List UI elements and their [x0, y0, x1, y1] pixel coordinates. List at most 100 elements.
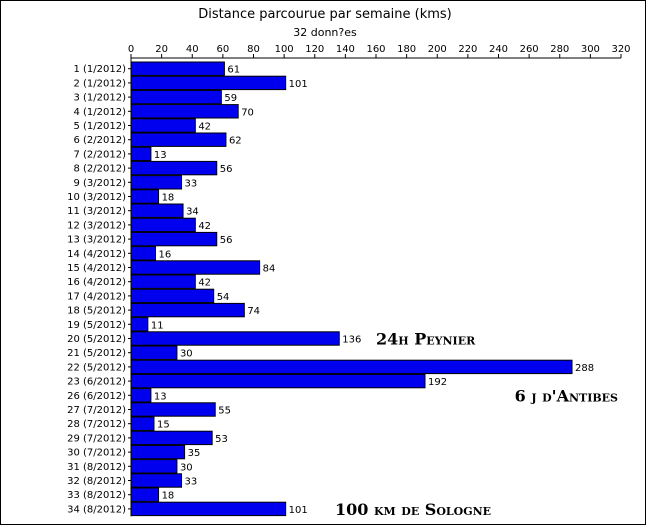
category-label: 18 (5/2012)	[67, 306, 126, 317]
bar	[130, 104, 239, 119]
value-label: 101	[289, 505, 308, 516]
category-label: 30 (7/2012)	[67, 448, 126, 459]
bar	[130, 487, 160, 502]
category-label: 14 (4/2012)	[67, 249, 126, 260]
value-label: 13	[154, 150, 167, 161]
value-label: 11	[151, 320, 164, 331]
bar	[130, 416, 155, 431]
value-label: 30	[180, 462, 193, 473]
bar	[130, 359, 573, 375]
value-label: 62	[229, 136, 242, 147]
value-label: 35	[188, 448, 201, 459]
category-label: 28 (7/2012)	[67, 419, 126, 430]
x-tick-label: 220	[458, 44, 477, 55]
category-label: 26 (6/2012)	[67, 391, 126, 402]
category-label: 29 (7/2012)	[67, 433, 126, 444]
category-label: 15 (4/2012)	[67, 263, 126, 274]
x-tick-label: 0	[128, 44, 134, 55]
value-labels: 61 101 59 70 42 62 13 56 33 18 34 42 56 16 84 42 54 74 11 1…	[151, 65, 594, 516]
value-label: 13	[154, 391, 167, 402]
bar	[130, 331, 340, 346]
bar	[130, 246, 156, 261]
bar	[130, 231, 218, 247]
value-label: 30	[180, 349, 193, 360]
bar	[130, 473, 183, 488]
category-label: 2 (1/2012)	[73, 78, 126, 89]
chart-subtitle: 32 donn?es	[293, 26, 357, 39]
chart-title: Distance parcourue par semaine (kms)	[198, 7, 452, 22]
category-label: 8 (2/2012)	[73, 164, 126, 175]
bar	[130, 302, 245, 318]
value-label: 53	[215, 434, 228, 445]
value-label: 59	[224, 93, 237, 104]
value-label: 61	[227, 65, 240, 76]
bar	[130, 317, 149, 332]
category-label: 5 (1/2012)	[73, 121, 126, 132]
annotation-label: 100 km de Sologne	[335, 500, 491, 519]
bar	[130, 75, 287, 91]
bar	[130, 430, 213, 446]
value-label: 42	[198, 221, 211, 232]
value-label: 74	[247, 306, 260, 317]
category-label: 22 (5/2012)	[67, 362, 126, 373]
value-label: 16	[159, 249, 172, 260]
x-tick-label: 120	[305, 44, 324, 55]
category-label: 3 (1/2012)	[73, 93, 126, 104]
bar	[130, 217, 196, 233]
value-label: 55	[218, 406, 231, 417]
bar	[130, 501, 287, 517]
value-label: 101	[289, 79, 308, 90]
x-tick-label: 80	[247, 44, 260, 55]
x-tick-label: 280	[550, 44, 569, 55]
bar	[130, 189, 160, 204]
x-axis: 0 20 40 60 80 100 120 140 160 180 200 220 240 260 280 3…	[128, 44, 631, 517]
bar	[130, 260, 261, 275]
x-tick-label: 160	[366, 44, 385, 55]
value-label: 33	[185, 178, 198, 189]
x-tick-label: 40	[186, 44, 199, 55]
bar	[130, 89, 222, 105]
x-tick-label: 180	[397, 44, 416, 55]
value-label: 136	[342, 335, 361, 346]
category-label: 7 (2/2012)	[73, 149, 126, 160]
category-label: 21 (5/2012)	[67, 348, 126, 359]
bar	[130, 402, 216, 417]
bar	[130, 203, 184, 218]
value-label: 18	[162, 193, 175, 204]
x-tick-label: 200	[428, 44, 447, 55]
x-tick-label: 140	[336, 44, 355, 55]
category-label: 4 (1/2012)	[73, 107, 126, 118]
category-label: 12 (3/2012)	[67, 220, 126, 231]
x-tick-label: 240	[489, 44, 508, 55]
value-label: 42	[198, 278, 211, 289]
category-label: 19 (5/2012)	[67, 320, 126, 331]
bar	[130, 118, 196, 133]
category-label: 17 (4/2012)	[67, 291, 126, 302]
x-tick-label: 100	[275, 44, 294, 55]
bar	[130, 444, 186, 460]
bar	[130, 373, 426, 389]
x-tick-label: 20	[155, 44, 168, 55]
category-label: 20 (5/2012)	[67, 334, 126, 345]
value-label: 42	[198, 122, 211, 133]
value-label: 70	[241, 107, 254, 118]
bar	[130, 388, 152, 403]
category-labels: 1 (1/2012) 2 (1/2012) 3 (1/2012) 4 (1/2012)…	[67, 64, 126, 515]
category-label: 34 (8/2012)	[67, 504, 126, 515]
value-label: 192	[428, 377, 447, 388]
bar	[130, 146, 152, 162]
category-label: 11 (3/2012)	[67, 206, 126, 217]
category-label: 1 (1/2012)	[73, 64, 126, 75]
value-label: 15	[157, 420, 170, 431]
x-tick-label: 320	[611, 44, 630, 55]
category-label: 6 (2/2012)	[73, 135, 126, 146]
x-tick-label: 300	[581, 44, 600, 55]
bar	[130, 274, 196, 289]
bar	[130, 288, 215, 304]
bar	[130, 61, 225, 76]
x-tick-label: 60	[217, 44, 230, 55]
category-label: 32 (8/2012)	[67, 476, 126, 487]
bar	[130, 345, 178, 360]
bar	[130, 459, 178, 474]
